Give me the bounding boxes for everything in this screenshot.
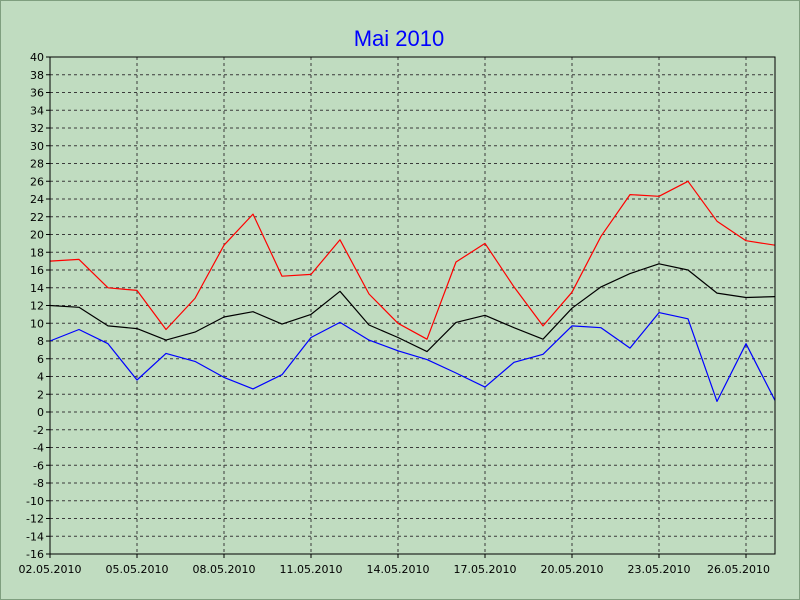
y-tick-label: -16 [26,548,44,561]
y-tick-label: 18 [30,246,44,259]
y-tick-label: 14 [30,282,44,295]
series-lines [49,180,776,402]
y-tick-label: 8 [37,335,44,348]
y-tick-label: 12 [30,300,44,313]
x-tick-label: 02.05.2010 [19,563,82,576]
y-tick-label: 0 [37,406,44,419]
y-tick-label: 16 [30,264,44,277]
chart-title: Mai 2010 [354,26,445,51]
y-tick-label: -8 [33,477,44,490]
series-line-blue [49,312,776,402]
x-tick-label: 23.05.2010 [628,563,691,576]
y-tick-label: 22 [30,211,44,224]
x-tick-label: 17.05.2010 [454,563,517,576]
x-tick-label: 05.05.2010 [106,563,169,576]
y-tick-label: 40 [30,51,44,64]
y-tick-label: -2 [33,424,44,437]
y-tick-label: 6 [37,353,44,366]
y-tick-label: 20 [30,229,44,242]
x-tick-label: 14.05.2010 [367,563,430,576]
y-tick-label: -6 [33,459,44,472]
x-tick-label: 26.05.2010 [707,563,770,576]
y-tick-label: 30 [30,140,44,153]
y-tick-label: 36 [30,87,44,100]
x-tick-label: 11.05.2010 [280,563,343,576]
series-line-red [49,180,776,340]
y-tick-label: 28 [30,158,44,171]
y-axis-ticks: 4038363432302826242220181614121086420-2-… [26,51,50,561]
y-tick-label: 2 [37,388,44,401]
y-tick-label: -10 [26,495,44,508]
y-tick-label: -12 [26,513,44,526]
y-tick-label: -4 [33,442,44,455]
y-tick-label: 10 [30,317,44,330]
x-tick-label: 08.05.2010 [193,563,256,576]
y-tick-label: 4 [37,371,44,384]
y-tick-label: 32 [30,122,44,135]
y-tick-label: 38 [30,69,44,82]
y-tick-label: 26 [30,175,44,188]
y-tick-label: -14 [26,530,44,543]
grid [50,57,775,554]
y-tick-label: 34 [30,104,44,117]
y-tick-label: 24 [30,193,44,206]
series-line-black [49,263,776,353]
x-axis-ticks: 02.05.2010 05.05.2010 08.05.2010 11.05.2010… [19,554,770,576]
x-tick-label: 20.05.2010 [541,563,604,576]
